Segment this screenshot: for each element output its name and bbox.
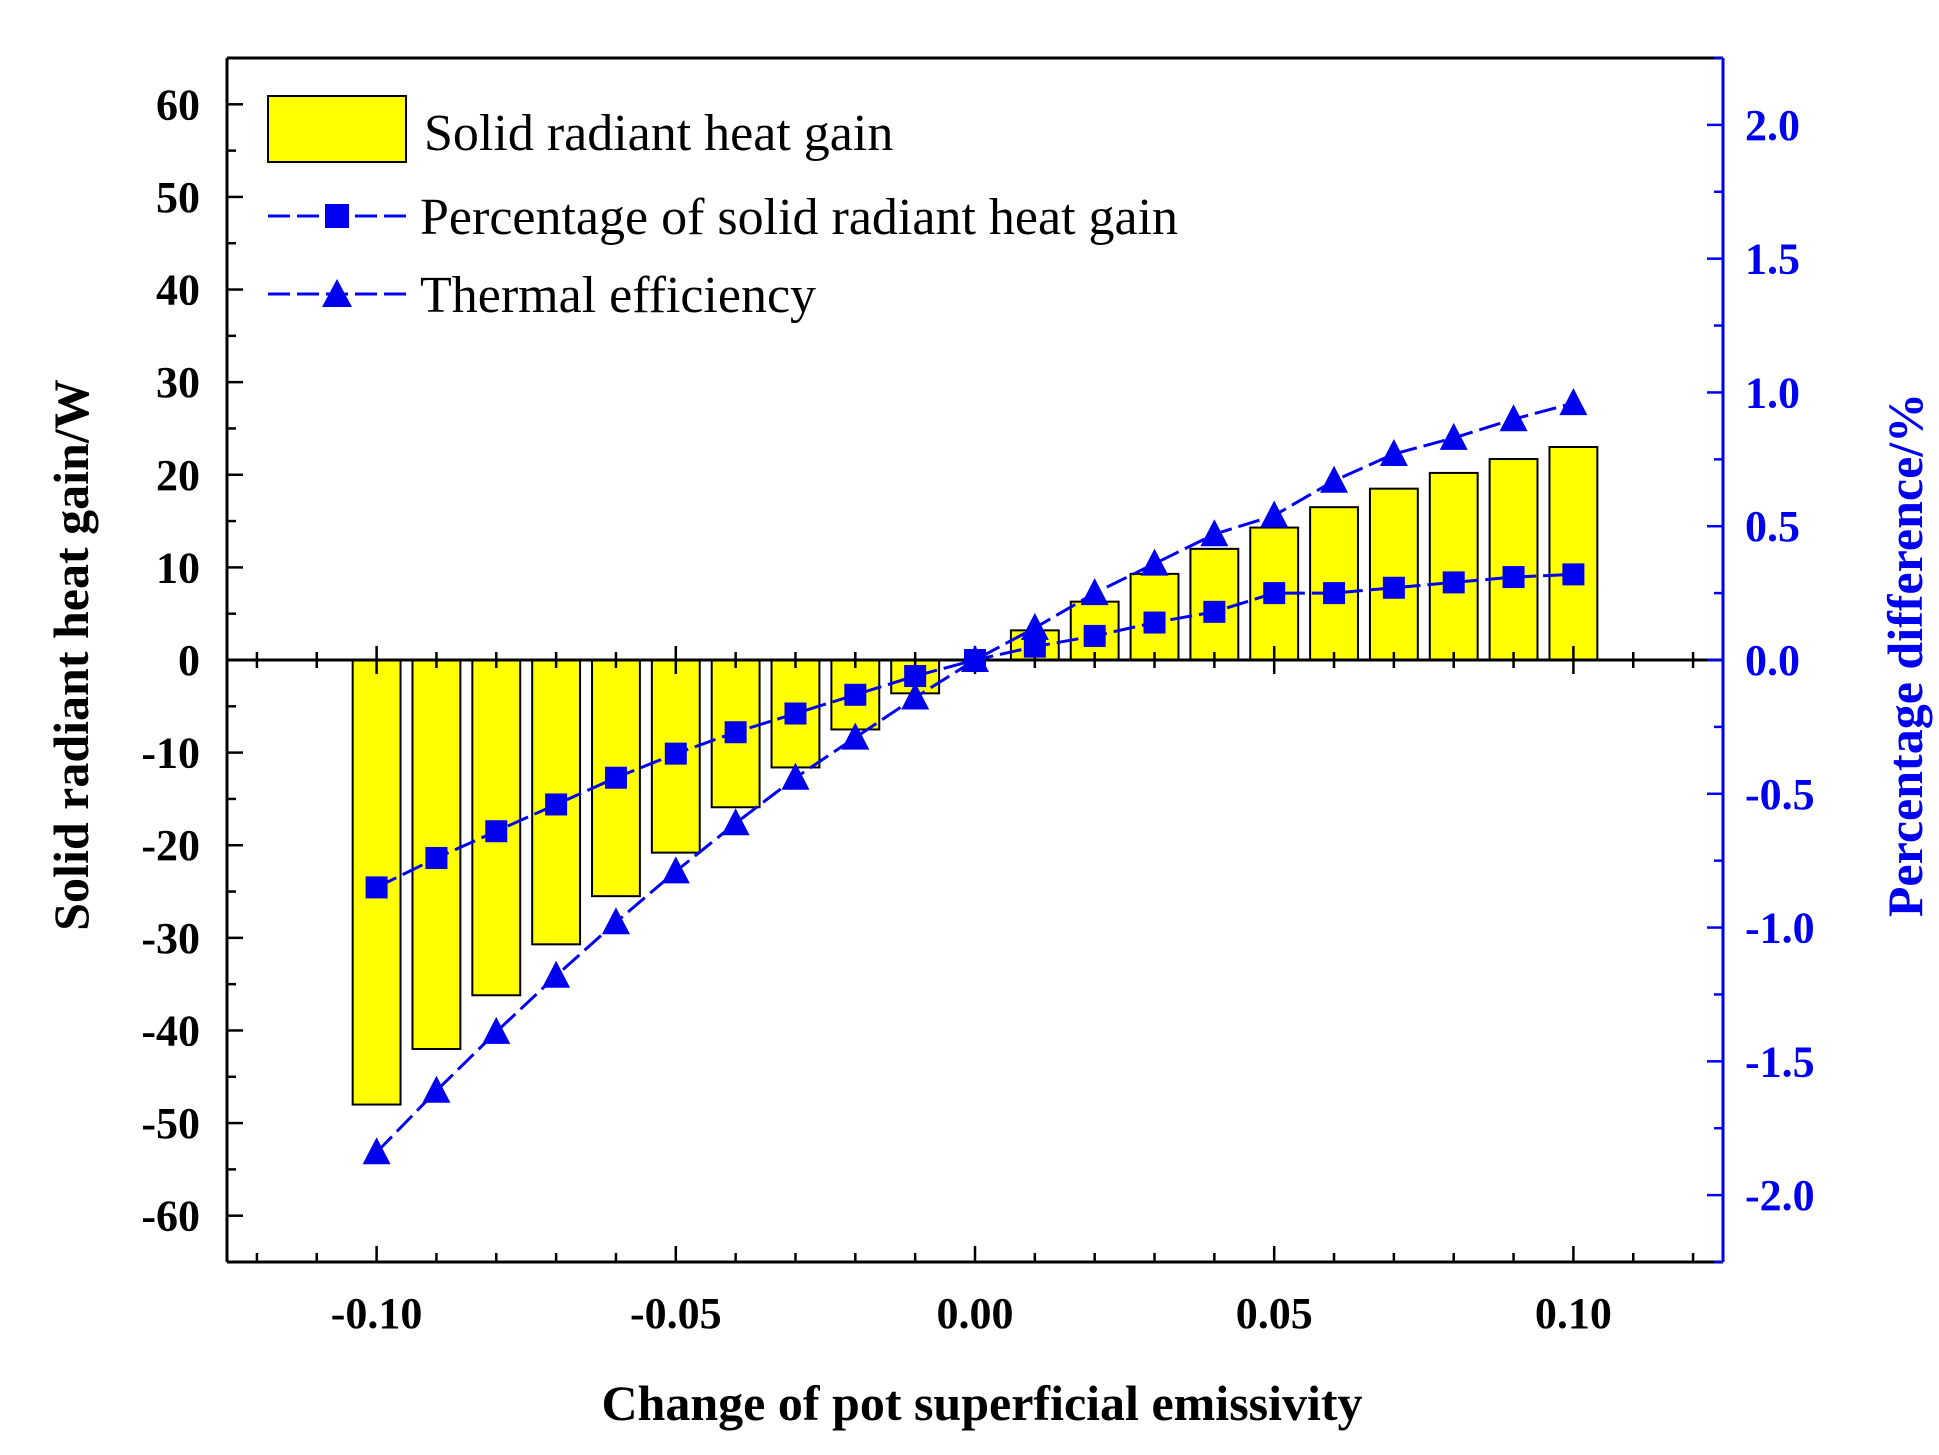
square-marker (1203, 600, 1226, 623)
square-marker (1263, 582, 1286, 605)
y-left-tick-label: -60 (141, 1192, 200, 1241)
legend-label-efficiency: Thermal efficiency (420, 267, 816, 324)
square-marker (784, 702, 807, 725)
tick-labels: -0.10 -0.05 0.00 0.05 0.10 60 50 40 30 20 10 0 -10 -2… (141, 80, 1814, 1338)
square-marker (1502, 566, 1525, 589)
y-axis-right-title: Percentage difference/% (1877, 393, 1933, 917)
line-series (362, 388, 1588, 1165)
y-left-tick-label: 30 (156, 358, 200, 407)
legend-label-percentage: Percentage of solid radiant heat gain (420, 189, 1178, 246)
triangle-marker (601, 907, 630, 935)
y-right-tick-label: 2.0 (1745, 101, 1800, 150)
square-marker (365, 876, 388, 899)
y-right-tick-label: -1.5 (1745, 1037, 1815, 1086)
x-axis-title: Change of pot superficial emissivity (601, 1375, 1362, 1431)
triangle-marker (1200, 519, 1229, 547)
triangle-marker (1559, 388, 1588, 416)
y-right-tick-label: -0.5 (1745, 770, 1815, 819)
bar (1488, 458, 1539, 662)
square-marker (545, 793, 568, 816)
y-left-tick-label: 60 (156, 80, 200, 129)
triangle-marker (1140, 548, 1169, 576)
triangle-marker (1320, 465, 1349, 493)
y-left-tick-label: -10 (141, 729, 200, 778)
y-left-tick-label: 40 (156, 266, 200, 315)
y-left-tick-label: -40 (141, 1006, 200, 1055)
efficiency-line (375, 401, 1574, 1154)
bar (770, 659, 821, 769)
triangle-marker (661, 856, 690, 884)
square-marker (844, 683, 867, 706)
y-right-tick-label: 1.0 (1745, 368, 1800, 417)
triangle-marker (1080, 578, 1109, 606)
y-right-tick-label: 0.0 (1745, 636, 1800, 685)
y-left-tick-label: -50 (141, 1099, 200, 1148)
y-left-tick-label: 50 (156, 173, 200, 222)
y-left-tick-label: 0 (178, 636, 200, 685)
square-marker (485, 820, 508, 843)
square-marker (604, 766, 627, 789)
legend-label-heat-gain: Solid radiant heat gain (424, 105, 893, 162)
triangle-marker (542, 960, 571, 988)
y-right-tick-label: -1.0 (1745, 904, 1815, 953)
square-marker (1143, 611, 1166, 634)
square-marker (1023, 635, 1046, 658)
y-axis-left-title: Solid radiant heat gain/W (43, 379, 99, 931)
square-marker (1562, 563, 1585, 586)
triangle-marker (1439, 422, 1468, 450)
triangle-marker (1379, 438, 1408, 466)
y-left-tick-label: -20 (141, 821, 200, 870)
y-right-tick-label: 0.5 (1745, 502, 1800, 551)
bar-series (351, 445, 1599, 1106)
bar (1368, 487, 1419, 661)
triangle-marker (841, 722, 870, 750)
triangle-marker (1020, 612, 1049, 640)
legend-triangle-marker (322, 279, 352, 307)
triangle-marker (901, 682, 930, 710)
y-left-tick-label: 10 (156, 543, 200, 592)
bar (1189, 547, 1240, 661)
triangle-marker (721, 808, 750, 836)
triangle-marker (422, 1075, 451, 1103)
square-marker (1083, 624, 1106, 647)
square-marker (1382, 576, 1405, 599)
y-left-tick-label: -30 (141, 914, 200, 963)
triangle-marker (1260, 500, 1289, 528)
triangle-marker (482, 1016, 511, 1044)
legend-square-marker (325, 204, 349, 228)
triangle-marker (362, 1137, 391, 1165)
square-marker (904, 665, 927, 688)
x-tick-label: 0.05 (1236, 1289, 1313, 1338)
square-marker (425, 846, 448, 869)
y-left-tick-label: 20 (156, 451, 200, 500)
triangle-marker (781, 762, 810, 790)
x-tick-label: 0.00 (937, 1289, 1014, 1338)
y-right-tick-label: 1.5 (1745, 235, 1800, 284)
legend-bar-swatch (267, 95, 407, 163)
bar (1428, 471, 1479, 662)
square-marker (664, 742, 687, 765)
x-tick-label: -0.10 (331, 1289, 423, 1338)
square-marker (724, 721, 747, 744)
square-marker (1442, 571, 1465, 594)
x-tick-label: 0.10 (1535, 1289, 1612, 1338)
square-marker (1323, 582, 1346, 605)
bar (1548, 445, 1599, 661)
legend: Solid radiant heat gain Percentage of so… (267, 95, 1178, 324)
triangle-marker (961, 645, 989, 672)
triangle-marker (1499, 404, 1528, 432)
x-tick-label: -0.05 (630, 1289, 722, 1338)
ticks (227, 56, 1723, 1264)
y-right-tick-label: -2.0 (1745, 1171, 1815, 1220)
